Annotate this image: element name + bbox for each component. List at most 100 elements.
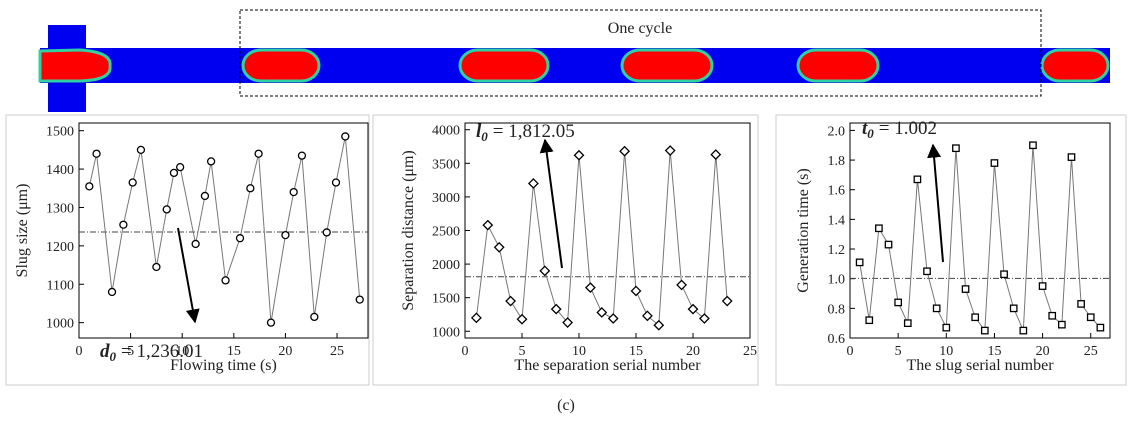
x-tick-label: 15 [987,344,1001,359]
annotation: t0 = 1.002 [862,118,937,141]
data-point [1019,326,1028,335]
panel-frame [5,114,370,386]
data-point [175,163,185,172]
y-tick-label: 1100 [47,278,74,293]
data-point [206,157,216,166]
data-point [676,279,688,291]
data-point [152,262,161,272]
data-point [191,239,200,249]
data-point [246,184,255,193]
x-tick-label: 25 [1084,344,1098,359]
chart: 0 5 10 15 20 25 0.6 0.8 1.0 1.2 1.4 1.6 1.8 2.0 The sl… [795,118,1111,374]
data-point [310,312,319,322]
x-tick-label: 20 [1036,344,1050,359]
data-point [1096,323,1105,332]
data-point [1077,300,1085,308]
y-tick-label: 2000 [432,258,460,273]
data-point [550,303,562,315]
annotation-symbol: d [100,341,110,362]
cycle-label: One cycle [608,20,672,37]
data-point [1009,304,1018,313]
y-axis-label: Slug size (μm) [14,184,31,278]
data-point [281,230,290,240]
data-point [136,145,146,155]
data-point [1038,282,1047,290]
y-tick-label: 0.6 [828,332,846,347]
data-point [894,298,902,307]
plot-frame [464,122,751,339]
x-tick-label: 10 [939,344,953,359]
data-point [855,258,864,267]
data-point [1029,141,1037,150]
annotation-symbol: l [476,121,482,142]
data-point [235,234,245,243]
data-point [641,310,653,322]
x-tick-label: 20 [686,344,700,359]
y-tick-label: 1.6 [828,184,846,199]
series-line [88,136,361,323]
data-point [664,145,676,156]
slug [38,48,112,83]
data-point [562,317,574,328]
data-point [539,265,551,277]
x-tick-label: 0 [76,344,83,359]
data-point [619,145,631,157]
y-tick-label: 1300 [46,201,74,216]
data-point [971,313,980,322]
y-tick-label: 3500 [432,157,460,172]
slug [241,48,321,83]
x-axis-label: The separation serial number [514,357,701,374]
data-point [289,187,298,197]
annotation-arrow [177,227,200,324]
data-point [1048,311,1057,320]
data-point [355,295,364,304]
data-point [903,319,912,328]
data-point [865,316,874,325]
data-point [653,319,665,331]
y-tick-label: 4000 [432,124,460,139]
slug [620,48,714,83]
data-point [596,307,608,318]
y-axis-label: Generation time (s) [795,168,812,292]
annotation-value: = 1,812.05 [493,121,575,142]
data-point [1000,270,1008,279]
data-point [584,282,596,294]
data-point [200,191,210,201]
annotation-subscript: 0 [110,349,117,364]
chart: 0 5 10 15 20 25100011001200130014001500Flowin… [14,122,369,374]
data-point [630,285,642,297]
x-tick-label: 0 [462,344,469,359]
y-tick-label: 1200 [46,240,74,255]
slug [796,48,880,83]
annotation-subscript: 0 [481,129,488,144]
slugs [38,48,1110,83]
x-tick-label: 10 [572,344,586,359]
channel-diagram: One cycle [38,9,1110,112]
data-point [607,313,619,324]
y-tick-label: 1.8 [828,154,846,169]
annotation-symbol: t [862,118,868,139]
y-tick-label: 1.0 [828,273,846,288]
annotation-arrow [539,138,563,269]
data-point [119,220,128,229]
y-tick-label: 1.4 [828,213,846,228]
data-point [221,276,230,285]
data-point [527,178,539,189]
data-point [297,151,307,160]
x-axis-label: Flowing time (s) [170,357,277,374]
annotation-value: = 1.002 [879,118,937,139]
data-point [331,178,341,187]
data-point [254,149,263,158]
data-point [698,313,710,324]
y-tick-label: 3000 [432,191,460,206]
y-tick-label: 1.2 [828,243,846,258]
panel-frames [5,114,1127,386]
data-point [266,318,276,327]
annotation-value: = 1,236.01 [121,341,203,362]
annotation-arrow [927,143,944,263]
x-tick-label: 5 [895,344,902,359]
data-point [687,303,699,315]
slug [458,48,550,83]
main-channel [40,48,1110,83]
x-tick-label: 15 [629,344,643,359]
